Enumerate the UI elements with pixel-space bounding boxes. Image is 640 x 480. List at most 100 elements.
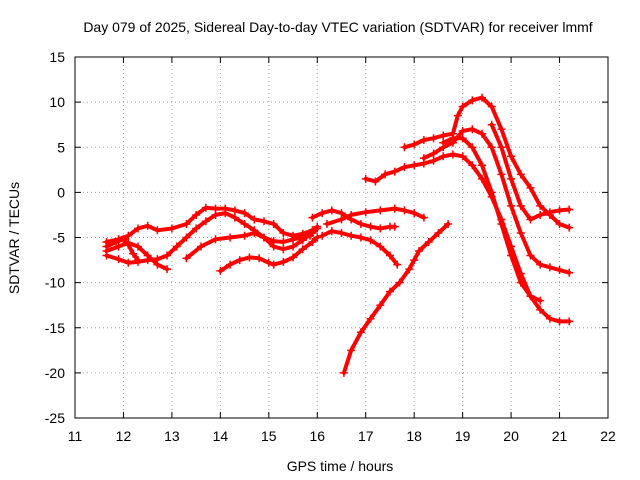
- data-point: [419, 154, 428, 163]
- data-point: [390, 167, 399, 176]
- data-point: [516, 278, 525, 287]
- data-point: [410, 209, 419, 218]
- data-point: [487, 120, 496, 129]
- data-point: [545, 208, 554, 217]
- x-tick-label: 16: [309, 428, 325, 444]
- data-point: [322, 219, 331, 228]
- series-track-11: [361, 150, 574, 326]
- data-point: [536, 296, 545, 305]
- series-track-4: [102, 235, 142, 265]
- data-point: [487, 143, 496, 152]
- y-tick-label: 10: [49, 94, 65, 110]
- y-tick-label: 5: [57, 139, 65, 155]
- data-point: [182, 254, 191, 263]
- x-tick-label: 21: [552, 428, 568, 444]
- data-point: [429, 156, 438, 165]
- data-point: [196, 242, 205, 251]
- data-point: [516, 228, 525, 237]
- data-point: [439, 152, 448, 161]
- data-point: [279, 257, 288, 266]
- data-point: [259, 217, 268, 226]
- series-line: [310, 208, 397, 231]
- data-point: [555, 265, 564, 274]
- x-tick-label: 20: [503, 428, 519, 444]
- y-axis-tick-labels: -25 -20 -15 -10 -5 0 5 10 15: [45, 49, 65, 426]
- data-point: [410, 140, 419, 149]
- data-point: [400, 163, 409, 172]
- data-point: [434, 228, 443, 237]
- x-tick-label: 13: [164, 428, 180, 444]
- data-point: [565, 317, 574, 326]
- data-point: [163, 265, 172, 274]
- data-point: [250, 215, 259, 224]
- data-point: [376, 224, 385, 233]
- series-track-7: [308, 206, 399, 233]
- data-point: [269, 242, 278, 251]
- data-point: [429, 149, 438, 158]
- data-point: [211, 235, 220, 244]
- data-point: [279, 245, 288, 254]
- data-point: [347, 346, 356, 355]
- data-point: [545, 263, 554, 272]
- data-point: [313, 233, 322, 242]
- series-track-15: [487, 120, 574, 224]
- x-axis-tick-labels: 11 12 13 14 15 16 17 18 19 20 21 22: [68, 428, 616, 444]
- data-point: [478, 161, 487, 170]
- data-point: [114, 255, 123, 264]
- data-point: [381, 170, 390, 179]
- x-axis-title: GPS time / hours: [287, 458, 394, 474]
- data-point: [255, 254, 264, 263]
- x-tick-label: 11: [68, 428, 83, 444]
- data-point: [356, 328, 365, 337]
- data-point: [143, 221, 152, 230]
- data-point: [289, 253, 298, 262]
- data-point: [536, 260, 545, 269]
- data-point: [133, 224, 142, 233]
- data-point: [211, 210, 220, 219]
- data-point: [269, 219, 278, 228]
- data-point: [536, 210, 545, 219]
- data-point: [371, 177, 380, 186]
- data-point: [356, 233, 365, 242]
- series-track-6: [182, 224, 322, 263]
- data-point: [555, 317, 564, 326]
- x-tick-label: 18: [406, 428, 422, 444]
- data-point: [545, 314, 554, 323]
- data-point: [163, 251, 172, 260]
- data-point: [308, 238, 317, 247]
- data-point: [172, 242, 181, 251]
- data-point: [536, 201, 545, 210]
- data-point: [327, 227, 336, 236]
- data-point: [507, 152, 516, 161]
- data-point: [487, 102, 496, 111]
- data-point: [318, 231, 327, 240]
- data-point: [507, 201, 516, 210]
- data-point: [400, 143, 409, 152]
- data-point: [240, 219, 249, 228]
- plot-frame: [74, 56, 609, 419]
- data-point: [298, 245, 307, 254]
- data-point: [419, 213, 428, 222]
- data-point: [444, 219, 453, 228]
- data-point: [555, 219, 564, 228]
- data-point: [226, 260, 235, 269]
- data-point: [347, 231, 356, 240]
- data-point: [376, 242, 385, 251]
- data-point: [289, 235, 298, 244]
- data-point: [112, 238, 121, 247]
- x-tick-label: 22: [600, 428, 616, 444]
- data-point: [565, 268, 574, 277]
- data-point: [337, 228, 346, 237]
- y-tick-label: -25: [45, 410, 65, 426]
- data-point: [453, 111, 462, 120]
- y-tick-label: -5: [53, 230, 66, 246]
- data-point: [327, 206, 336, 215]
- data-point: [226, 233, 235, 242]
- data-point: [565, 223, 574, 232]
- data-point: [410, 161, 419, 170]
- data-point: [468, 143, 477, 152]
- data-point: [448, 150, 457, 159]
- data-point: [478, 129, 487, 138]
